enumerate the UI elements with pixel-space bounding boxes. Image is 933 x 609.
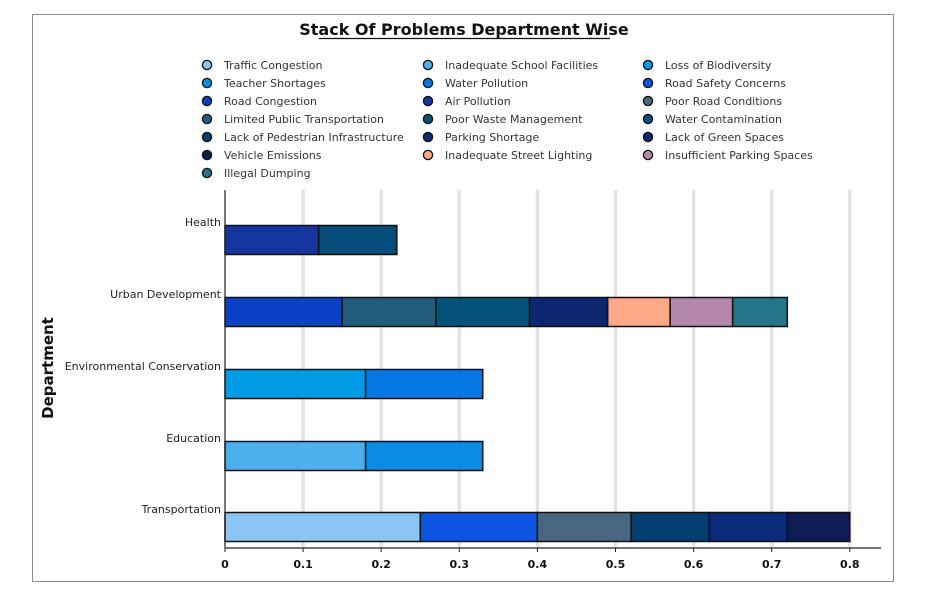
legend-marker <box>422 149 434 161</box>
bar-segment <box>224 368 367 400</box>
bar-segment <box>630 511 710 543</box>
bar-segment <box>224 296 343 328</box>
legend-marker <box>201 131 213 143</box>
legend-label: Insufficient Parking Spaces <box>665 149 813 162</box>
legend-label: Water Pollution <box>445 77 528 90</box>
legend-marker <box>201 59 213 71</box>
y-axis-label: Department <box>39 317 57 419</box>
bar-segment <box>224 440 367 472</box>
legend-label: Lack of Green Spaces <box>665 131 784 144</box>
legend-marker <box>422 113 434 125</box>
x-tick-label: 0.2 <box>371 558 391 571</box>
chart-title: Stack Of Problems Department Wise <box>299 20 629 39</box>
legend-label: Inadequate Street Lighting <box>445 149 592 162</box>
legend-marker <box>422 95 434 107</box>
legend-marker <box>642 95 654 107</box>
bar-segment <box>536 511 632 543</box>
legend-marker <box>422 131 434 143</box>
legend-label: Poor Road Conditions <box>665 95 782 108</box>
legend-marker <box>201 77 213 89</box>
legend-label: Lack of Pedestrian Infrastructure <box>224 131 404 144</box>
bar-segment <box>669 296 734 328</box>
y-category-label: Transportation <box>141 503 221 516</box>
y-axis-categories: Transportation Education Environmental Con… <box>65 216 222 516</box>
legend-label: Illegal Dumping <box>224 167 311 180</box>
bars <box>224 224 851 543</box>
legend-marker <box>642 59 654 71</box>
legend-marker <box>642 149 654 161</box>
legend-marker <box>642 113 654 125</box>
y-category-label: Education <box>166 432 221 445</box>
x-tick-label: 0.3 <box>450 558 470 571</box>
bar-segment <box>435 296 531 328</box>
legend-label: Water Contamination <box>665 113 782 126</box>
bar-segment <box>364 368 484 400</box>
legend-label: Parking Shortage <box>445 131 540 144</box>
x-tick-label: 0.8 <box>840 558 860 571</box>
bar-segment <box>224 511 421 543</box>
x-axis-ticks: 0 0.1 0.2 0.3 0.4 0.5 0.6 0.7 0.8 <box>221 548 860 571</box>
y-category-label: Environmental Conservation <box>65 360 221 373</box>
legend-label: Limited Public Transportation <box>224 113 384 126</box>
bar-segment <box>786 511 851 543</box>
x-tick-label: 0.6 <box>684 558 704 571</box>
bar-segment <box>708 511 789 543</box>
legend-marker <box>201 113 213 125</box>
y-category-label: Urban Development <box>110 288 222 301</box>
bar-segment <box>317 224 398 256</box>
legend-label: Air Pollution <box>445 95 511 108</box>
bar-segment <box>606 296 671 328</box>
bar-segment <box>731 296 789 328</box>
y-category-label: Health <box>185 216 221 229</box>
legend-label: Teacher Shortages <box>223 77 326 90</box>
legend-label: Road Congestion <box>224 95 317 108</box>
legend-label: Poor Waste Management <box>445 113 583 126</box>
x-tick-label: 0.7 <box>762 558 782 571</box>
legend-label: Loss of Biodiversity <box>665 59 772 72</box>
x-tick-label: 0 <box>221 558 229 571</box>
legend-marker <box>642 131 654 143</box>
legend-label: Inadequate School Facilities <box>445 59 598 72</box>
legend-marker <box>201 167 213 179</box>
legend-marker <box>422 59 434 71</box>
x-tick-label: 0.4 <box>528 558 548 571</box>
x-tick-label: 0.1 <box>293 558 313 571</box>
bar-segment <box>419 511 539 543</box>
legend-marker <box>422 77 434 89</box>
bar-segment <box>364 440 484 472</box>
bar-segment <box>341 296 437 328</box>
bar-segment <box>224 224 320 256</box>
legend-label: Road Safety Concerns <box>665 77 786 90</box>
legend-marker <box>201 95 213 107</box>
legend-marker <box>201 149 213 161</box>
legend-label: Traffic Congestion <box>223 59 323 72</box>
legend-label: Vehicle Emissions <box>224 149 322 162</box>
x-tick-label: 0.5 <box>606 558 626 571</box>
legend-marker <box>642 77 654 89</box>
legend: Traffic Congestion Inadequate School Faci… <box>201 59 813 180</box>
bar-segment <box>528 296 609 328</box>
